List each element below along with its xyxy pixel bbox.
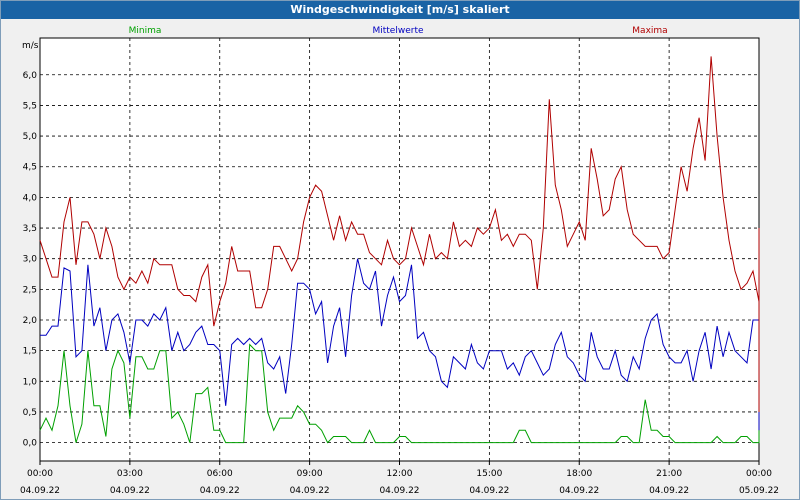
chart-title: Windgeschwindigkeit [m/s] skaliert: [1, 1, 799, 19]
x-tick-time-label: 12:00: [387, 469, 413, 479]
x-tick-time-label: 09:00: [297, 469, 323, 479]
y-tick-label: 3,0: [23, 255, 38, 265]
x-tick-date-label: 04.09.22: [200, 486, 240, 496]
x-tick-date-label: 04.09.22: [559, 486, 599, 496]
y-tick-label: 4,0: [23, 193, 38, 203]
y-tick-label: 1,5: [23, 347, 37, 357]
x-tick-time-label: 00:00: [27, 469, 53, 479]
x-tick-time-label: 00:00: [746, 469, 772, 479]
x-tick-date-label: 04.09.22: [290, 486, 330, 496]
y-axis-unit-label: m/s: [22, 41, 39, 51]
y-tick-label: 0,0: [23, 439, 38, 449]
axes: 0,0 0,5 1,0 1,5 2,0 2,5 3,0 3,5 4,0 4,5 5,0 5,5 6,0 0…: [20, 71, 779, 496]
x-tick-time-label: 06:00: [207, 469, 233, 479]
y-tick-label: 1,0: [23, 377, 38, 387]
y-tick-label: 2,5: [23, 285, 37, 295]
legend-entry-mittelwerte: Mittelwerte: [372, 26, 423, 36]
y-tick-label: 2,0: [23, 316, 38, 326]
y-tick-label: 3,5: [23, 224, 37, 234]
x-tick-time-label: 15:00: [476, 469, 502, 479]
y-tick-label: 5,0: [23, 132, 38, 142]
legend-entry-minima: Minima: [129, 26, 162, 36]
series-line-maxima: [39, 56, 760, 412]
y-tick-label: 5,5: [23, 101, 37, 111]
x-tick-date-label: 05.09.22: [739, 486, 779, 496]
x-tick-time-label: 18:00: [566, 469, 592, 479]
legend-entry-maxima: Maxima: [632, 26, 667, 36]
x-tick-time-label: 21:00: [656, 469, 682, 479]
x-tick-date-label: 04.09.22: [649, 486, 689, 496]
legend: Minima Mittelwerte Maxima: [129, 26, 668, 36]
x-tick-time-label: 03:00: [117, 469, 143, 479]
y-tick-label: 0,5: [23, 408, 37, 418]
y-tick-label: 6,0: [23, 71, 38, 81]
x-tick-date-label: 04.09.22: [379, 486, 419, 496]
y-tick-label: 4,5: [23, 163, 37, 173]
x-tick-date-label: 04.09.22: [469, 486, 509, 496]
series-lines: [39, 56, 760, 444]
x-tick-date-label: 04.09.22: [20, 486, 60, 496]
x-tick-date-label: 04.09.22: [110, 486, 150, 496]
